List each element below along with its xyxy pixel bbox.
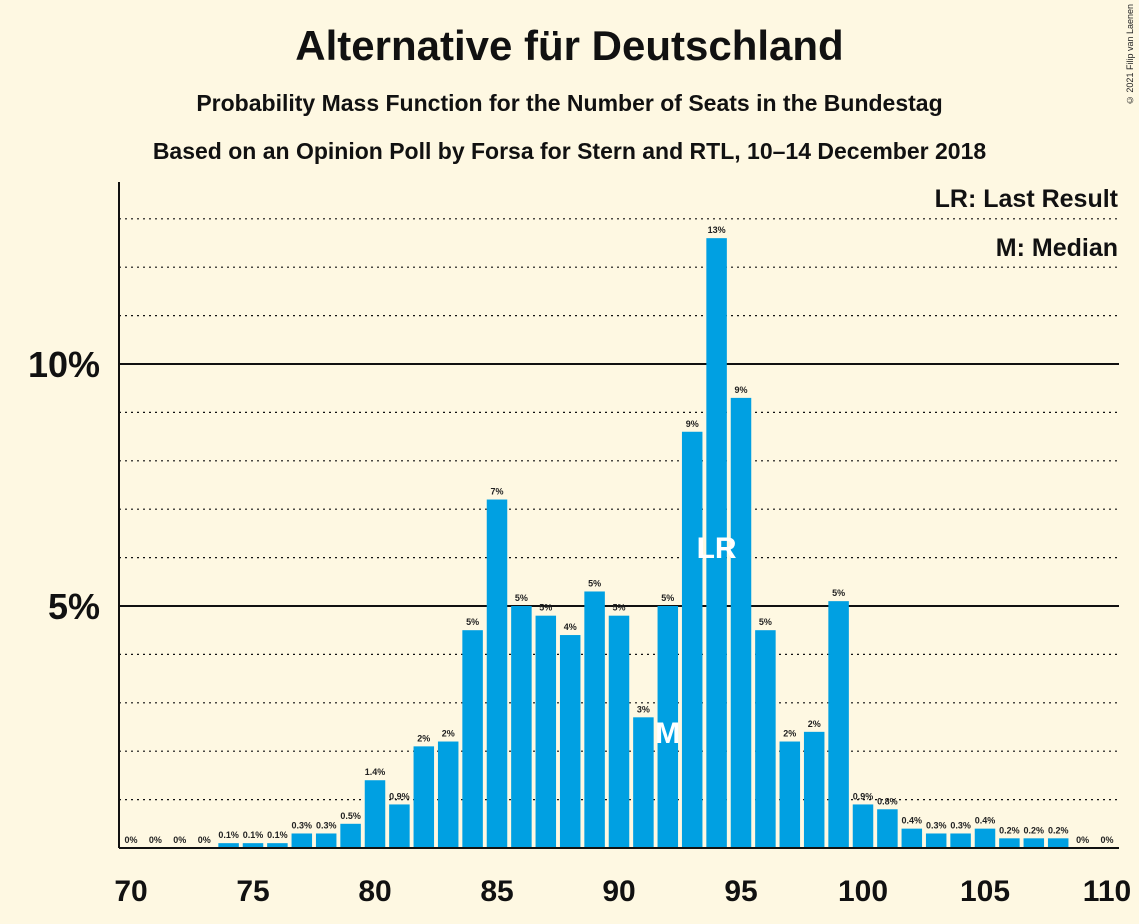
bar-96: [755, 630, 776, 848]
x-tick-label-85: 85: [480, 875, 513, 908]
bar-label-75: 0.1%: [243, 830, 264, 840]
bar-106: [999, 838, 1020, 848]
bar-label-109: 0%: [1076, 835, 1089, 845]
bar-78: [315, 833, 337, 848]
bar-103: [925, 833, 947, 848]
bar-94: [706, 238, 727, 848]
bar-label-72: 0%: [173, 835, 186, 845]
bar-99: [828, 601, 849, 848]
bar-label-78: 0.3%: [316, 820, 337, 830]
bar-86: [511, 606, 532, 848]
x-tick-label-80: 80: [358, 875, 391, 908]
bar-100: [852, 804, 874, 848]
bar-93: [681, 431, 703, 848]
bar-label-76: 0.1%: [267, 830, 288, 840]
bar-label-71: 0%: [149, 835, 162, 845]
bar-label-98: 2%: [808, 719, 821, 729]
bar-91: [633, 717, 654, 848]
bar-label-97: 2%: [783, 729, 796, 739]
bar-label-85: 7%: [490, 487, 503, 497]
bar-97: [779, 741, 801, 848]
x-tick-label-105: 105: [960, 875, 1010, 908]
bar-label-105: 0.4%: [975, 816, 996, 826]
bar-label-82: 2%: [417, 733, 430, 743]
bar-80: [364, 780, 386, 848]
bar-label-90: 5%: [612, 603, 625, 613]
bar-101: [877, 809, 898, 848]
bar-label-100: 0.9%: [853, 791, 874, 801]
bar-89: [584, 591, 605, 848]
bar-label-96: 5%: [759, 617, 772, 627]
bar-label-88: 4%: [564, 622, 577, 632]
x-tick-label-110: 110: [1083, 875, 1131, 908]
legend-last-result: LR: Last Result: [934, 185, 1118, 213]
bar-label-87: 5%: [539, 603, 552, 613]
bar-108: [1047, 838, 1069, 848]
x-tick-label-90: 90: [602, 875, 635, 908]
bar-76: [267, 843, 288, 848]
bar-label-81: 0.9%: [389, 791, 410, 801]
x-tick-label-75: 75: [236, 875, 269, 908]
bar-label-70: 0%: [124, 835, 137, 845]
bar-84: [462, 630, 483, 848]
median-marker: M: [655, 717, 680, 750]
y-tick-label-5: 5%: [48, 586, 100, 627]
bar-label-99: 5%: [832, 588, 845, 598]
bar-label-104: 0.3%: [950, 820, 971, 830]
bar-label-103: 0.3%: [926, 820, 947, 830]
bar-104: [950, 833, 971, 848]
bar-83: [437, 741, 459, 848]
bar-label-94: 13%: [708, 225, 726, 235]
bar-label-89: 5%: [588, 578, 601, 588]
bar-85: [486, 499, 508, 848]
bar-88: [559, 635, 581, 848]
bar-75: [242, 843, 264, 848]
bar-107: [1023, 838, 1045, 848]
chart-subtitle: Probability Mass Function for the Number…: [196, 90, 943, 116]
bar-label-107: 0.2%: [1024, 825, 1045, 835]
bar-label-80: 1.4%: [365, 767, 386, 777]
bar-label-84: 5%: [466, 617, 479, 627]
chart-source: Based on an Opinion Poll by Forsa for St…: [152, 138, 987, 164]
bar-102: [901, 828, 923, 848]
bar-label-101: 0.8%: [877, 796, 898, 806]
bar-95: [730, 397, 752, 848]
bar-90: [608, 615, 630, 848]
bar-label-108: 0.2%: [1048, 825, 1069, 835]
bar-label-93: 9%: [686, 419, 699, 429]
bar-label-79: 0.5%: [340, 811, 361, 821]
y-tick-label-10: 10%: [28, 344, 100, 385]
bar-label-95: 9%: [734, 385, 747, 395]
bar-label-102: 0.4%: [902, 816, 923, 826]
bar-label-83: 2%: [442, 729, 455, 739]
bar-label-110: 0%: [1100, 835, 1113, 845]
bar-81: [389, 804, 410, 848]
x-tick-label-95: 95: [724, 875, 757, 908]
last-result-marker: LR: [697, 532, 737, 565]
legend-median: M: Median: [995, 234, 1118, 262]
bar-79: [340, 823, 361, 848]
bar-87: [535, 615, 557, 848]
bar-label-73: 0%: [198, 835, 211, 845]
bar-98: [803, 731, 825, 848]
bar-label-91: 3%: [637, 704, 650, 714]
x-tick-label-100: 100: [838, 875, 888, 908]
chart-title: Alternative für Deutschland: [295, 22, 844, 69]
bar-82: [413, 746, 435, 848]
bar-label-74: 0.1%: [218, 830, 239, 840]
bar-74: [218, 843, 239, 848]
bar-label-77: 0.3%: [292, 820, 313, 830]
x-tick-label-70: 70: [114, 875, 147, 908]
bar-77: [291, 833, 313, 848]
bar-label-106: 0.2%: [999, 825, 1020, 835]
bar-label-86: 5%: [515, 593, 528, 603]
bar-label-92: 5%: [661, 593, 674, 603]
bar-105: [974, 828, 996, 848]
bar-92: [657, 606, 679, 848]
